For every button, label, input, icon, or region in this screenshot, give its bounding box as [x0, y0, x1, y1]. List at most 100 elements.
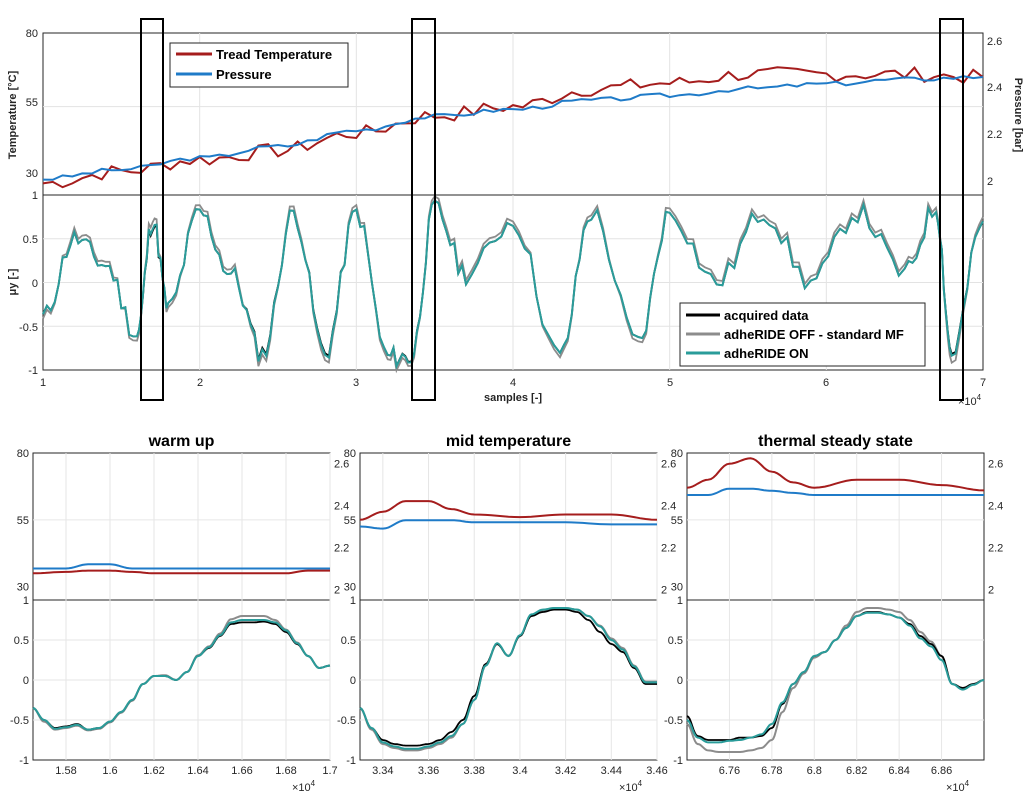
- subplot-top-ytick-left: 30: [671, 582, 683, 594]
- subplot-top-ytick-right: 2: [988, 585, 994, 597]
- subplot-top-ytick-left: 80: [344, 448, 356, 460]
- subplot-bottom-ytick: 1: [677, 595, 683, 607]
- main-xlabel: samples [-]: [484, 392, 542, 404]
- subplot-bottom-ytick: -0.5: [664, 715, 683, 727]
- main-xtick: 3: [353, 377, 359, 389]
- subplot-pressure-line: [687, 487, 984, 496]
- highlight-box-warm-up: [140, 18, 164, 401]
- main-bottom-ytick: -1: [28, 365, 38, 377]
- subplot-title: thermal steady state: [758, 433, 913, 450]
- subplot-mid-temperature: mid temperature 30 55 80 2 2.2 2.4 2.6 -1 -0.5 0 0.…: [337, 433, 676, 794]
- subplot-title: mid temperature: [446, 433, 571, 450]
- subplot-top-ytick-left: 30: [17, 582, 29, 594]
- main-top-ylabel-left: Temperature [°C]: [7, 70, 19, 159]
- subplot-xtick: 1.64: [187, 765, 208, 777]
- subplot-xtick: 6.78: [761, 765, 782, 777]
- subplot-bottom-ytick: -0.5: [337, 715, 356, 727]
- subplot-bottom-ytick: -0.5: [10, 715, 29, 727]
- main-bottom-ytick: 1: [32, 190, 38, 202]
- subplot-xtick: 1.7: [322, 765, 337, 777]
- subplot-bottom-ytick: 0.5: [668, 635, 683, 647]
- subplot-adheride-on-line: [32, 619, 331, 731]
- subplot-xtick: 1.66: [231, 765, 252, 777]
- subplot-top-ytick-right: 2: [661, 585, 667, 597]
- subplot-top-ytick-right: 2.6: [988, 459, 1003, 471]
- subplot-thermal-steady-state: thermal steady state 30 55 80 2 2.2 2.4 2.6 -1 -0…: [664, 433, 1003, 794]
- subplot-top-ytick-left: 80: [17, 448, 29, 460]
- subplot-top-ytick-right: 2.2: [661, 543, 676, 555]
- main-top-ytick-left: 80: [26, 28, 38, 40]
- subplot-top-ytick-left: 55: [17, 515, 29, 527]
- main-top-ytick-right: 2: [987, 176, 993, 188]
- subplot-top-ytick-left: 80: [671, 448, 683, 460]
- legend-label-acquired-data: acquired data: [724, 308, 809, 323]
- subplot-bottom-ytick: 1: [350, 595, 356, 607]
- subplot-top-ytick-right: 2.6: [334, 459, 349, 471]
- subplot-top-ytick-right: 2.2: [334, 543, 349, 555]
- subplot-xtick: 3.4: [512, 765, 527, 777]
- subplot-bottom-ytick: -1: [673, 755, 683, 767]
- subplot-top-ytick-right: 2.4: [334, 501, 349, 513]
- subplot-xtick: 3.36: [418, 765, 439, 777]
- subplot-xtick: 1.68: [275, 765, 296, 777]
- subplot-xtick: 6.76: [719, 765, 740, 777]
- main-top-legend-box: [169, 42, 349, 88]
- subplot-tread-temperature-line: [359, 500, 658, 521]
- subplot-tread-temperature-line: [686, 457, 985, 492]
- subplot-bottom-ytick: -1: [19, 755, 29, 767]
- main-top-axes: 80 55 30 2.6 2.4 2.2 2 Temperature [°C] …: [7, 28, 1024, 196]
- main-bottom-ytick: 0.5: [23, 234, 38, 246]
- main-bottom-legend: acquired data adheRIDE OFF - standard MF…: [679, 302, 926, 367]
- subplot-tread-temperature-line: [32, 569, 330, 575]
- subplot-top-ytick-left: 55: [671, 515, 683, 527]
- main-bottom-ylabel: μy [-]: [7, 268, 19, 295]
- main-xtick: 1: [40, 377, 46, 389]
- subplot-xtick: 3.34: [372, 765, 393, 777]
- subplot-title: warm up: [148, 433, 215, 450]
- subplot-warm-up: warm up 30 55 80 2 2.2 2.4 2.6 -1 -0.5 0 0.5 1 1.58 1.…: [10, 433, 349, 794]
- subplot-xtick: 1.62: [143, 765, 164, 777]
- main-top-ytick-right: 2.2: [987, 129, 1002, 141]
- subplot-pressure-line: [359, 519, 657, 530]
- subplot-x-exponent: ×104: [946, 779, 970, 794]
- subplot-top-ytick-right: 2: [334, 585, 340, 597]
- legend-label-pressure: Pressure: [216, 67, 272, 82]
- subplot-xtick: 6.84: [888, 765, 909, 777]
- subplot-bottom-ytick: 0: [677, 675, 683, 687]
- main-bottom-ytick: 0: [32, 278, 38, 290]
- subplot-adheride-on-line: [359, 607, 657, 750]
- main-top-ytick-left: 55: [26, 97, 38, 109]
- subplot-xtick: 1.58: [55, 765, 76, 777]
- subplot-xtick: 6.82: [846, 765, 867, 777]
- main-top-legend: Tread Temperature Pressure: [169, 42, 349, 88]
- subplot-top-frame: [359, 452, 658, 601]
- main-bottom-ytick: -0.5: [19, 322, 38, 334]
- subplot-xtick: 3.38: [464, 765, 485, 777]
- main-xtick: 5: [667, 377, 673, 389]
- subplot-top-ytick-right: 2.2: [988, 543, 1003, 555]
- main-xtick: 4: [510, 377, 516, 389]
- subplot-xtick: 3.42: [555, 765, 576, 777]
- main-top-ytick-left: 30: [26, 168, 38, 180]
- legend-label-adheride-on: adheRIDE ON: [724, 346, 809, 361]
- subplot-xtick: 3.46: [646, 765, 667, 777]
- legend-label-tread-temperature: Tread Temperature: [216, 47, 332, 62]
- subplot-pressure-line: [33, 563, 330, 570]
- subplot-bottom-ytick: 0: [350, 675, 356, 687]
- main-top-ytick-right: 2.6: [987, 36, 1002, 48]
- main-xtick: 6: [823, 377, 829, 389]
- subplot-top-ytick-right: 2.6: [661, 459, 676, 471]
- subplot-adheride-on-line: [686, 611, 985, 744]
- subplot-top-ytick-left: 30: [344, 582, 356, 594]
- subplot-bottom-ytick: 1: [23, 595, 29, 607]
- highlight-box-thermal-steady-state: [939, 18, 964, 401]
- subplot-xtick: 1.6: [102, 765, 117, 777]
- subplot-bottom-ytick: 0.5: [14, 635, 29, 647]
- subplot-top-frame: [32, 452, 331, 601]
- subplot-xtick: 3.44: [601, 765, 622, 777]
- main-bottom-legend-box: [679, 302, 926, 367]
- highlight-box-mid-temperature: [411, 18, 436, 401]
- subplot-x-exponent: ×104: [619, 779, 643, 794]
- subplot-top-ytick-left: 55: [344, 515, 356, 527]
